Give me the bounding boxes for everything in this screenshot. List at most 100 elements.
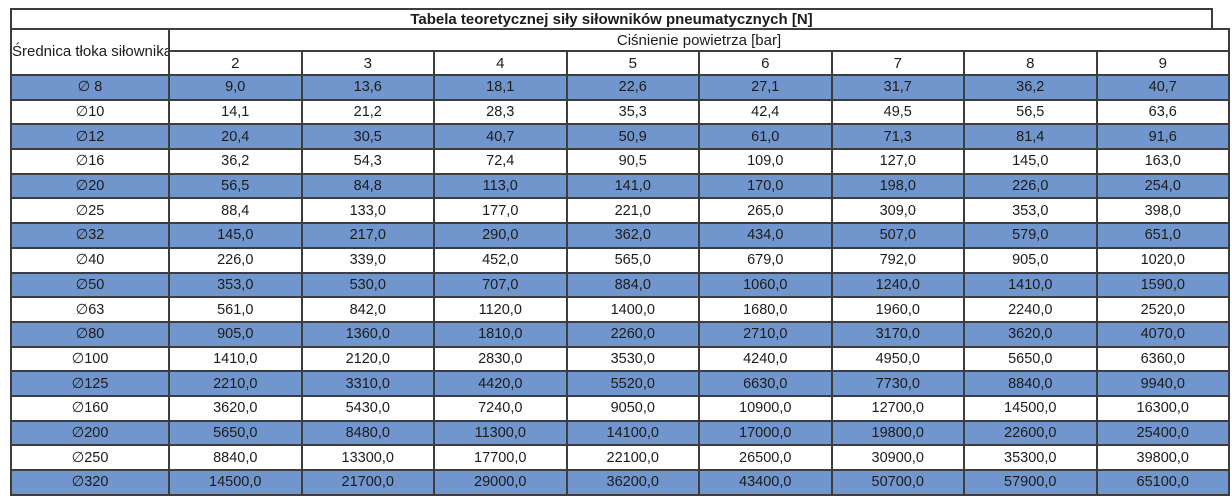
table-row: ∅160 3620,0 5430,0 7240,0 9050,0 10900,0 12700… xyxy=(10,394,1230,422)
pressure-header-cell: 7 xyxy=(830,50,965,76)
diameter-cell: ∅200 xyxy=(10,419,170,447)
force-cell: 17700,0 xyxy=(433,444,568,471)
diameter-column-header: Średnica tłoka siłownika xyxy=(10,28,170,76)
force-cell: 22,6 xyxy=(565,74,700,101)
force-cell: 2520,0 xyxy=(1095,296,1230,323)
force-cell: 5520,0 xyxy=(565,370,700,397)
force-cell: 22100,0 xyxy=(565,444,700,471)
force-cell: 4240,0 xyxy=(698,345,833,373)
force-cell: 72,4 xyxy=(433,148,568,175)
force-cell: 1590,0 xyxy=(1095,271,1230,299)
force-cell: 40,7 xyxy=(433,123,568,151)
force-cell: 1060,0 xyxy=(698,271,833,299)
force-cell: 2120,0 xyxy=(300,345,435,373)
force-cell: 362,0 xyxy=(565,222,700,249)
force-cell: 40,7 xyxy=(1095,74,1230,101)
pressure-header-cell: 2 xyxy=(168,50,303,76)
pressure-header-cell: 4 xyxy=(433,50,568,76)
force-cell: 226,0 xyxy=(168,246,303,274)
force-cell: 18,1 xyxy=(433,74,568,101)
force-cell: 1680,0 xyxy=(698,296,833,323)
force-cell: 14100,0 xyxy=(565,419,700,447)
force-cell: 353,0 xyxy=(963,197,1098,225)
pressure-header-cell: 9 xyxy=(1095,50,1230,76)
table-row: ∅40 226,0 339,0 452,0 565,0 679,0 792,0 905,0 10… xyxy=(10,246,1230,274)
force-cell: 452,0 xyxy=(433,246,568,274)
force-cell: 90,5 xyxy=(565,148,700,175)
force-cell: 792,0 xyxy=(830,246,965,274)
force-cell: 91,6 xyxy=(1095,123,1230,151)
force-cell: 1400,0 xyxy=(565,296,700,323)
force-cell: 35,3 xyxy=(565,98,700,126)
force-cell: 530,0 xyxy=(300,271,435,299)
force-cell: 63,6 xyxy=(1095,98,1230,126)
table-row: ∅10 14,1 21,2 28,3 35,3 42,4 49,5 56,5 63,6 xyxy=(10,98,1230,126)
force-cell: 30,5 xyxy=(300,123,435,151)
force-cell: 884,0 xyxy=(565,271,700,299)
force-cell: 61,0 xyxy=(698,123,833,151)
force-cell: 12700,0 xyxy=(830,394,965,422)
force-cell: 4070,0 xyxy=(1095,320,1230,348)
force-cell: 133,0 xyxy=(300,197,435,225)
force-cell: 4950,0 xyxy=(830,345,965,373)
table-row: ∅16 36,2 54,3 72,4 90,5 109,0 127,0 145,0 163,0 xyxy=(10,148,1230,175)
force-cell: 6360,0 xyxy=(1095,345,1230,373)
force-cell: 88,4 xyxy=(168,197,303,225)
table-row: ∅20 56,5 84,8 113,0 141,0 170,0 198,0 226,0 254,… xyxy=(10,172,1230,200)
force-cell: 177,0 xyxy=(433,197,568,225)
force-cell: 16300,0 xyxy=(1095,394,1230,422)
force-cell: 8480,0 xyxy=(300,419,435,447)
force-cell: 7730,0 xyxy=(830,370,965,397)
force-cell: 254,0 xyxy=(1095,172,1230,200)
force-cell: 26500,0 xyxy=(698,444,833,471)
force-cell: 14500,0 xyxy=(168,469,303,496)
force-cell: 54,3 xyxy=(300,148,435,175)
force-cell: 109,0 xyxy=(698,148,833,175)
force-cell: 27,1 xyxy=(698,74,833,101)
pressure-group-header: Ciśnienie powietrza [bar] xyxy=(168,28,1230,52)
force-cell: 141,0 xyxy=(565,172,700,200)
force-cell: 9940,0 xyxy=(1095,370,1230,397)
force-cell: 1020,0 xyxy=(1095,246,1230,274)
force-cell: 3620,0 xyxy=(963,320,1098,348)
force-cell: 31,7 xyxy=(830,74,965,101)
force-cell: 2260,0 xyxy=(565,320,700,348)
force-cell: 561,0 xyxy=(168,296,303,323)
force-cell: 21,2 xyxy=(300,98,435,126)
force-cell: 113,0 xyxy=(433,172,568,200)
force-cell: 22600,0 xyxy=(963,419,1098,447)
force-cell: 36,2 xyxy=(168,148,303,175)
table-row: ∅25 88,4 133,0 177,0 221,0 265,0 309,0 353,0 398… xyxy=(10,197,1230,225)
pressure-header-cell: 6 xyxy=(698,50,833,76)
force-cell: 20,4 xyxy=(168,123,303,151)
force-cell: 49,5 xyxy=(830,98,965,126)
pneumatic-force-table: Średnica tłoka siłownika Ciśnienie powie… xyxy=(10,28,1230,496)
force-cell: 651,0 xyxy=(1095,222,1230,249)
diameter-cell: ∅125 xyxy=(10,370,170,397)
table-row: ∅50 353,0 530,0 707,0 884,0 1060,0 1240,0 1410,… xyxy=(10,271,1230,299)
diameter-cell: ∅63 xyxy=(10,296,170,323)
force-cell: 57900,0 xyxy=(963,469,1098,496)
force-cell: 2830,0 xyxy=(433,345,568,373)
force-cell: 290,0 xyxy=(433,222,568,249)
force-cell: 8840,0 xyxy=(963,370,1098,397)
force-cell: 5650,0 xyxy=(963,345,1098,373)
force-cell: 9050,0 xyxy=(565,394,700,422)
force-cell: 3620,0 xyxy=(168,394,303,422)
diameter-cell: ∅12 xyxy=(10,123,170,151)
force-cell: 398,0 xyxy=(1095,197,1230,225)
pressure-header-cell: 3 xyxy=(300,50,435,76)
table-row: ∅250 8840,0 13300,0 17700,0 22100,0 26500,0 30… xyxy=(10,444,1230,471)
diameter-cell: ∅50 xyxy=(10,271,170,299)
force-cell: 842,0 xyxy=(300,296,435,323)
force-cell: 9,0 xyxy=(168,74,303,101)
force-cell: 25400,0 xyxy=(1095,419,1230,447)
group-header-row: Średnica tłoka siłownika Ciśnienie powie… xyxy=(10,28,1230,76)
force-cell: 39800,0 xyxy=(1095,444,1230,471)
force-cell: 43400,0 xyxy=(698,469,833,496)
force-cell: 265,0 xyxy=(698,197,833,225)
force-cell: 56,5 xyxy=(168,172,303,200)
force-cell: 145,0 xyxy=(963,148,1098,175)
force-cell: 36200,0 xyxy=(565,469,700,496)
